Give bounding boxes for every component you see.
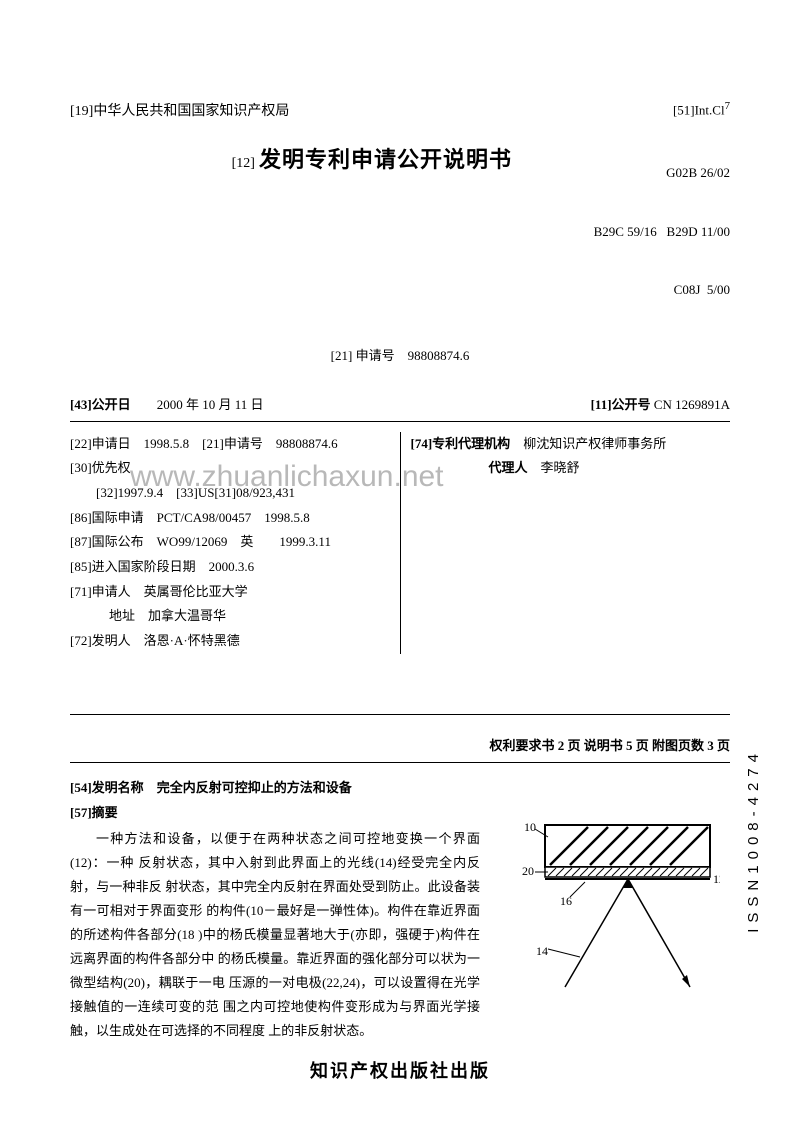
publication-row: [43]公开日 2000 年 10 月 11 日 [11]公开号 CN 1269… <box>70 394 730 413</box>
abstract-section: [54]发明名称 完全内反射可控抑止的方法和设备 [57]摘要 一种方法和设备，… <box>70 777 730 1043</box>
pub-num-label: [11]公开号 <box>591 397 651 412</box>
authority-name: 中华人民共和国国家知识产权局 <box>93 104 289 119</box>
doc-kind: 发明专利申请公开说明书 <box>259 147 512 172</box>
biblio-right: [74]专利代理机构 柳沈知识产权律师事务所 代理人 李晓舒 <box>400 432 731 654</box>
pub-num: CN 1269891A <box>654 397 730 412</box>
authority-line: [19]中华人民共和国国家知识产权局 <box>70 100 289 120</box>
pub-date: 2000 年 10 月 11 日 <box>157 397 264 412</box>
int-cl-label: [51]Int.Cl7 <box>673 100 730 120</box>
biblio-left: [22]申请日 1998.5.8 [21]申请号 98808874.6 [30]… <box>70 432 400 654</box>
application-number: [21] 申请号 98808874.6 <box>70 345 730 364</box>
publisher: 知识产权出版社出版 <box>0 1057 800 1083</box>
fig-label-10: 10 <box>524 820 536 834</box>
fig-label-14: 14 <box>536 944 548 958</box>
pages-note: 权利要求书 2 页 说明书 5 页 附图页数 3 页 <box>70 735 730 754</box>
invention-title-line: [54]发明名称 完全内反射可控抑止的方法和设备 <box>70 777 480 796</box>
patent-figure: 10 20 16 14 12 <box>500 777 730 1043</box>
issn-code: ISSN1008-4274 <box>745 748 762 933</box>
pub-date-label: [43]公开日 <box>70 397 131 412</box>
fig-label-12: 12 <box>713 872 720 886</box>
doc-kind-code: [12] <box>232 156 255 171</box>
abstract-label: [57]摘要 <box>70 802 480 821</box>
fig-label-20: 20 <box>522 864 534 878</box>
bibliographic-data: [22]申请日 1998.5.8 [21]申请号 98808874.6 [30]… <box>70 422 730 715</box>
ipc-codes: G02B 26/02 B29C 59/16 B29D 11/00 C08J 5/… <box>594 124 730 339</box>
document-title-block: [12] 发明专利申请公开说明书 <box>150 124 594 174</box>
authority-code: [19] <box>70 104 93 119</box>
abstract-text: 一种方法和设备，以便于在两种状态之间可控地变换一个界面(12)：一种 反射状态，… <box>70 827 480 1043</box>
